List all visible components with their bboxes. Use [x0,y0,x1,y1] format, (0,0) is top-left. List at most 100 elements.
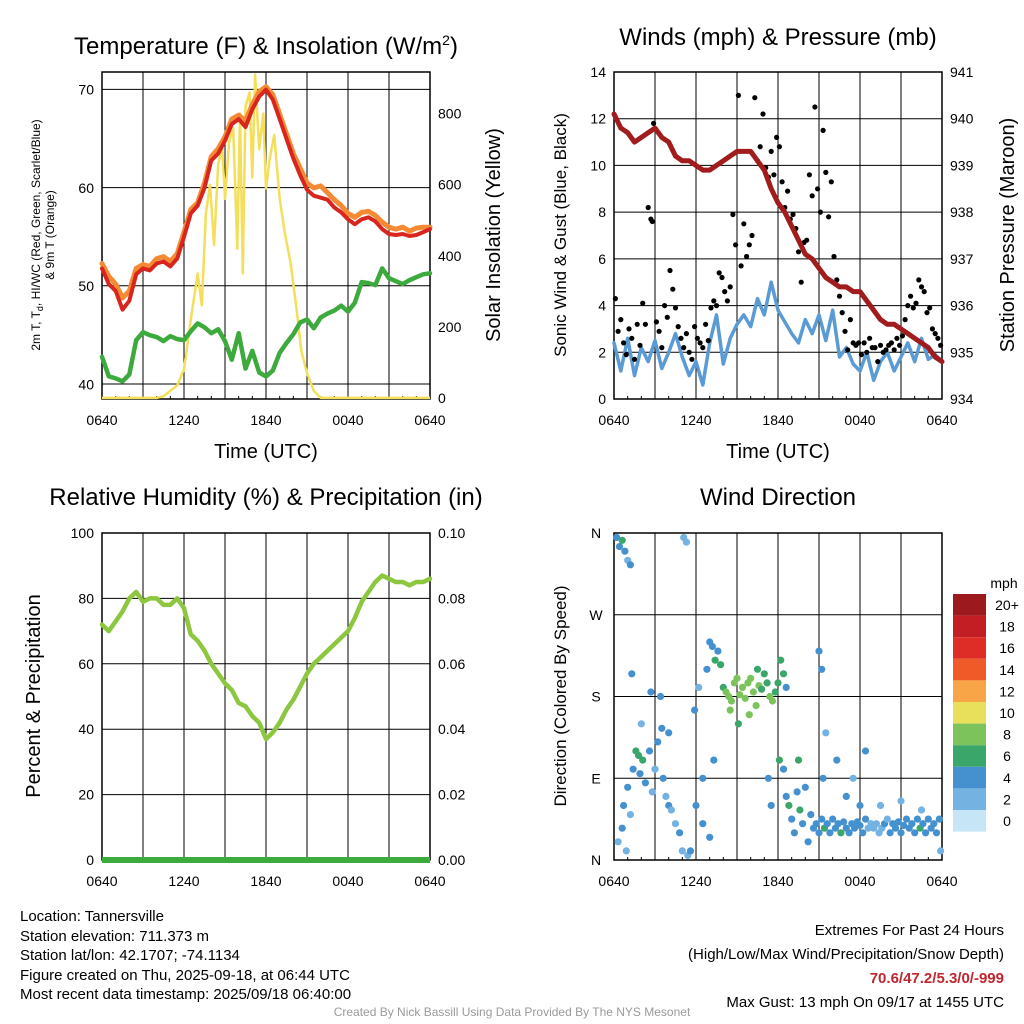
direction-point [764,774,773,782]
direction-point [710,756,718,764]
direction-point [658,724,666,732]
humidity-x-tick-label: 0040 [332,873,363,889]
direction-point [779,765,788,773]
humidity-x-tick-label: 0640 [86,873,117,889]
gust-point [899,333,906,339]
gust-point [649,218,655,225]
gust-point [888,340,895,346]
humidity-y-tick-label-right: 0.10 [438,525,465,541]
gust-point [924,310,930,316]
wind-x-tick-label: 0640 [926,412,957,428]
gust-point [689,356,695,362]
direction-point [691,706,699,714]
direction-x-tick-label: 0640 [598,873,629,889]
temperature-x-tick-label: 0640 [414,412,445,428]
sonic-wind-line [612,280,944,387]
direction-point [629,765,637,773]
gust-point [746,242,752,248]
direction-y-tick-label: N [591,525,601,541]
gust-point [823,169,829,175]
speed-legend-title: mph [990,575,1017,591]
direction-point [626,811,635,819]
humidity-y-tick-label-left: 80 [78,590,94,606]
gust-point [675,324,681,330]
wind-x-tick-label: 0040 [844,412,875,428]
gust-point [938,342,944,348]
wind-y-tick-label-left: 0 [598,391,606,407]
direction-point [699,820,707,828]
gust-point [757,144,763,150]
wind-y-tick-label-right: 936 [950,298,974,314]
direction-point [639,756,647,764]
dewpoint-line [99,266,433,384]
direction-point [699,774,707,782]
direction-point [779,670,788,678]
max-gust: Max Gust: 13 mph On 09/17 at 1455 UTC [726,994,1004,1011]
direction-point [790,829,799,837]
direction-point [826,829,834,837]
gust-point [694,335,701,341]
direction-point [714,647,722,655]
direction-point [876,801,885,810]
wind-chart-title: Winds (mph) & Pressure (mb) [619,24,936,51]
direction-point [856,821,864,830]
direction-point [626,561,635,569]
gust-point [836,293,843,299]
wind-y-tick-label-left: 10 [590,157,606,173]
direction-point [833,756,841,764]
gust-point [845,347,851,353]
temperature-plot: 0640 1240 1840 0040 0640 [86,71,446,428]
gust-point [815,186,821,192]
direction-point [647,688,655,696]
gust-point [664,314,670,320]
humidity-y-tick-label-left: 100 [71,525,95,541]
direction-point [656,692,665,701]
station-elevation: Station elevation: 711.373 m [20,927,210,945]
gust-point [897,342,903,348]
direction-point [763,679,771,687]
direction-point [900,821,908,830]
gust-point [744,253,750,260]
station-info: Location: Tannersville Station elevation… [20,907,351,1005]
humidity-x-tick-label: 1240 [168,873,199,889]
direction-point [717,661,725,669]
gust-point [861,340,867,346]
direction-point [818,815,826,823]
direction-point [618,824,626,832]
wind-y-tick-label-right: 939 [950,157,974,173]
direction-point [775,756,784,764]
temperature-panel: Temperature (F) & Insolation (W/m2) Time… [29,32,505,463]
direction-point [922,829,930,837]
gust-point [686,349,692,355]
direction-point [692,801,700,810]
direction-point [686,847,695,855]
humidity-x-tick-label: 1840 [250,873,281,889]
gust-point [653,319,660,325]
direction-point [760,670,768,678]
direction-point [883,815,891,823]
2m-t-line [100,87,432,312]
direction-point [641,779,650,787]
wind-x-axis-label: Time (UTC) [726,441,830,463]
direction-point [837,829,845,837]
speed-legend-swatch [953,723,986,746]
direction-point [794,756,803,764]
humidity-x-tick-label: 0640 [414,873,445,889]
direction-point [886,829,894,837]
gust-point [612,296,619,302]
direction-point [621,547,629,555]
gust-point [724,298,731,304]
direction-point [774,679,782,687]
speed-legend-label: 10 [999,705,1015,721]
direction-point [659,774,667,782]
direction-point [753,665,762,673]
gust-point [713,303,720,309]
direction-point [651,765,659,773]
gust-point [864,349,870,355]
station-pressure-line [611,111,945,365]
direction-point [829,815,837,823]
direction-point [894,818,902,826]
humidity-panel: Relative Humidity (%) & Precipitation (i… [23,484,483,798]
gust-point [749,232,755,239]
gust-point [738,263,744,269]
